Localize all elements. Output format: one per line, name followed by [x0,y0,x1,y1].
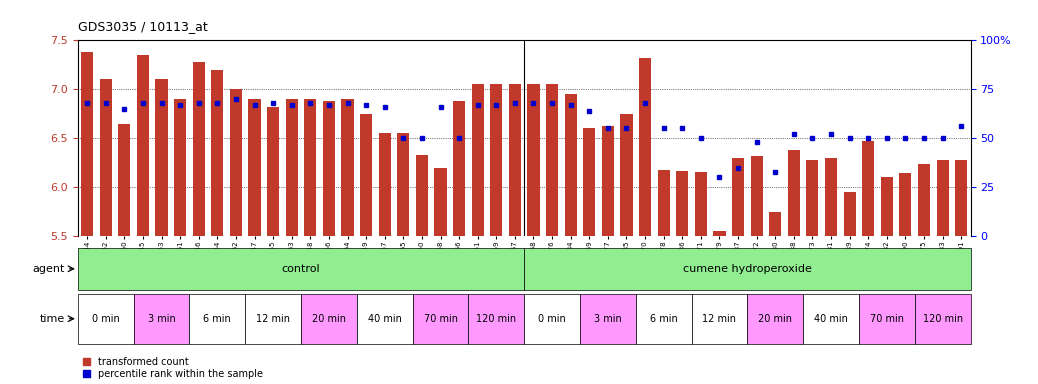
Text: 12 min: 12 min [703,314,737,324]
Text: 3 min: 3 min [147,314,175,324]
Bar [788,150,800,236]
Text: control: control [281,264,321,274]
Text: 120 min: 120 min [923,314,962,324]
Bar [398,133,409,236]
Bar [435,167,446,236]
Bar [245,294,301,344]
Bar [78,294,134,344]
Text: 40 min: 40 min [814,314,848,324]
Bar [304,99,317,236]
Bar [301,294,357,344]
Bar [565,94,577,236]
Bar [212,70,223,236]
Bar [137,55,149,236]
Bar [639,58,651,236]
Text: time: time [39,314,64,324]
Bar [803,294,858,344]
Bar [621,114,632,236]
Bar [118,124,131,236]
Bar [78,248,524,290]
Text: 120 min: 120 min [476,314,516,324]
Bar [524,294,580,344]
Bar [285,99,298,236]
Bar [509,84,521,236]
Bar [602,126,613,236]
Bar [936,160,949,236]
Text: 40 min: 40 min [367,314,402,324]
Bar [580,294,635,344]
Bar [267,107,279,236]
Text: 12 min: 12 min [256,314,291,324]
Text: GDS3035 / 10113_at: GDS3035 / 10113_at [78,20,208,33]
Text: 70 min: 70 min [870,314,904,324]
Bar [156,79,167,236]
Bar [453,101,465,236]
Bar [193,62,204,236]
Bar [732,158,744,236]
Bar [323,101,335,236]
Bar [694,172,707,236]
Bar [490,84,502,236]
Bar [229,89,242,236]
Bar [769,212,782,236]
Bar [914,294,971,344]
Bar [471,84,484,236]
Bar [416,155,428,236]
Bar [189,294,245,344]
Bar [825,158,837,236]
Text: 6 min: 6 min [203,314,231,324]
Bar [174,99,186,236]
Text: 6 min: 6 min [650,314,678,324]
Text: 20 min: 20 min [311,314,346,324]
Bar [100,79,112,236]
Text: 70 min: 70 min [424,314,458,324]
Bar [524,248,971,290]
Bar [881,177,893,236]
Bar [134,294,189,344]
Bar [583,128,596,236]
Text: 0 min: 0 min [539,314,566,324]
Legend: transformed count, percentile rank within the sample: transformed count, percentile rank withi… [83,357,264,379]
Bar [357,294,413,344]
Bar [546,84,558,236]
Text: 20 min: 20 min [758,314,792,324]
Text: cumene hydroperoxide: cumene hydroperoxide [683,264,812,274]
Bar [955,160,967,236]
Bar [342,99,354,236]
Bar [858,294,914,344]
Bar [918,164,930,236]
Bar [899,172,911,236]
Bar [81,52,93,236]
Bar [863,141,874,236]
Text: 3 min: 3 min [594,314,622,324]
Bar [691,294,747,344]
Bar [379,133,390,236]
Bar [468,294,524,344]
Text: agent: agent [32,264,64,274]
Bar [413,294,468,344]
Text: 0 min: 0 min [92,314,119,324]
Bar [658,170,670,236]
Bar [248,99,261,236]
Bar [807,160,819,236]
Bar [844,192,855,236]
Bar [527,84,540,236]
Bar [747,294,803,344]
Bar [750,156,763,236]
Bar [676,170,688,236]
Bar [635,294,691,344]
Bar [360,114,373,236]
Bar [713,231,726,236]
